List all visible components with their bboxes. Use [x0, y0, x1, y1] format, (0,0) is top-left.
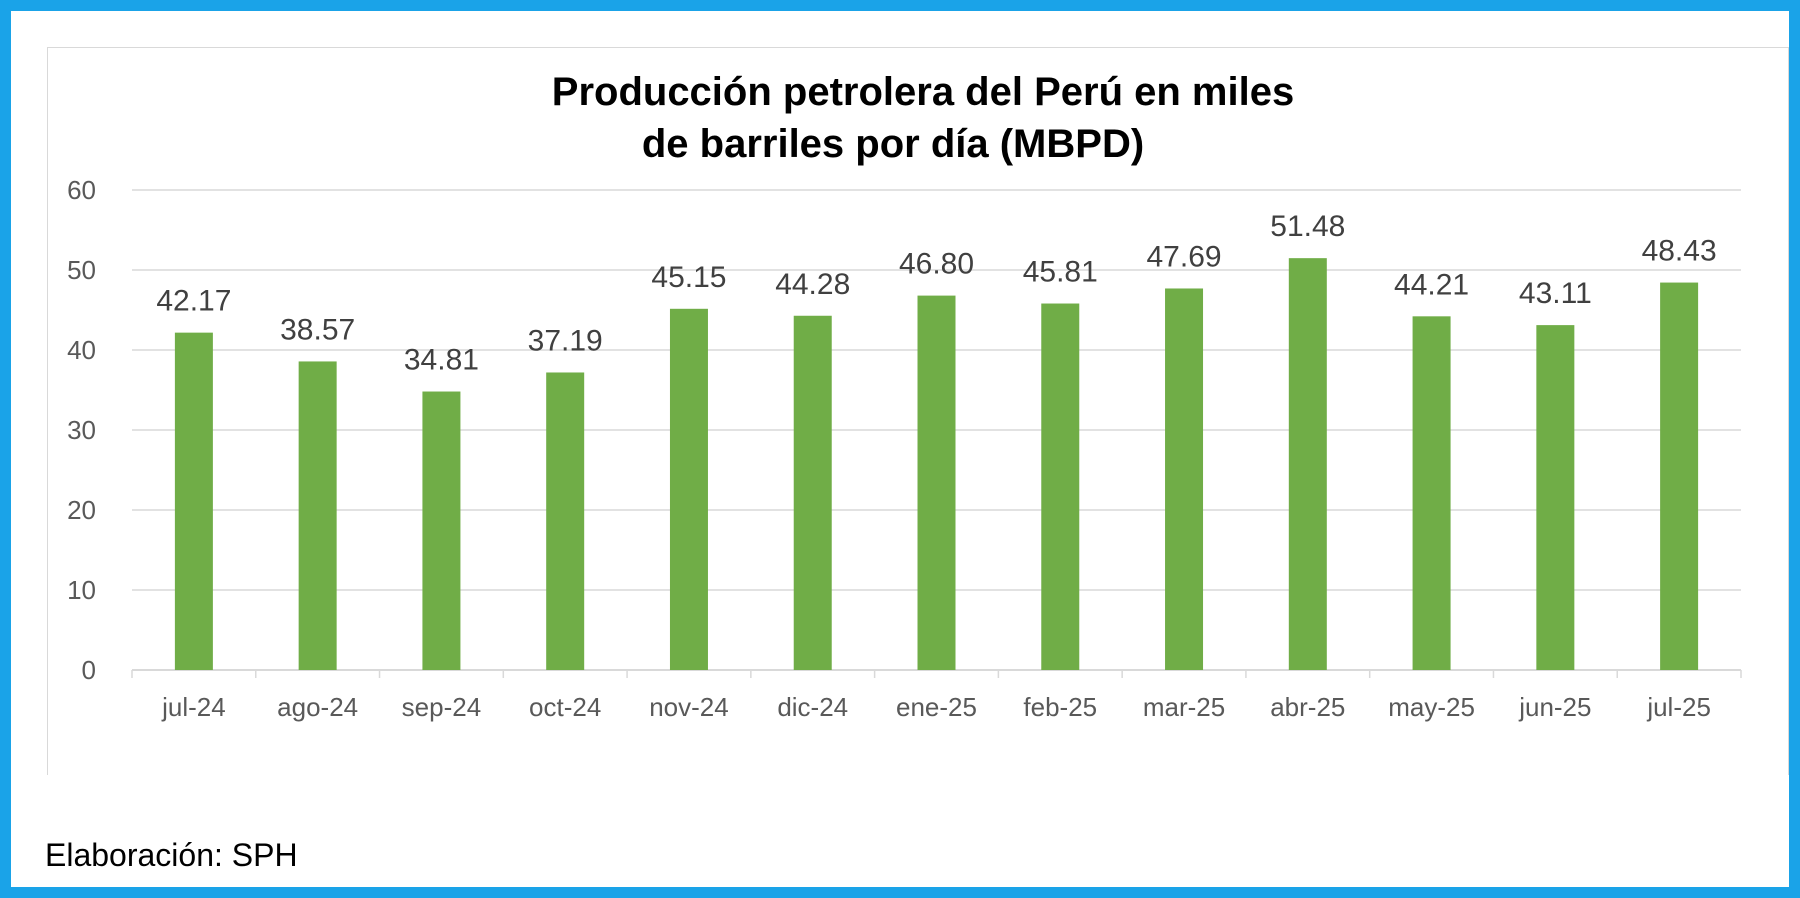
bar-mar-25 — [1165, 288, 1204, 670]
y-tick-label: 10 — [67, 575, 96, 605]
bars — [174, 258, 1699, 670]
bar-dic-24 — [793, 315, 832, 670]
x-tick-label: feb-25 — [1023, 692, 1097, 722]
data-label-sep-24: 34.81 — [404, 344, 479, 377]
data-label-mar-25: 47.69 — [1146, 240, 1221, 273]
y-tick-label: 20 — [67, 495, 96, 525]
data-label-ago-24: 38.57 — [280, 313, 355, 346]
x-tick-label: oct-24 — [529, 692, 601, 722]
bar-feb-25 — [1041, 303, 1080, 670]
chart-title-line-1: Producción petrolera del Perú en miles — [552, 70, 1294, 114]
x-tick-label: jul-24 — [161, 692, 226, 722]
data-label-may-25: 44.21 — [1394, 268, 1469, 301]
bar-jul-25 — [1660, 282, 1699, 670]
x-tick-label: abr-25 — [1270, 692, 1345, 722]
x-tick-label: dic-24 — [777, 692, 848, 722]
y-tick-label: 30 — [67, 415, 96, 445]
chart-area-border — [47, 47, 1789, 775]
x-tick-label: jul-25 — [1646, 692, 1711, 722]
data-label-jul-25: 48.43 — [1642, 235, 1717, 268]
bar-oct-24 — [546, 372, 585, 670]
x-tick-label: sep-24 — [402, 692, 482, 722]
y-tick-label: 0 — [82, 655, 96, 685]
y-tick-label: 40 — [67, 335, 96, 365]
bar-nov-24 — [669, 308, 708, 670]
x-tick-label: mar-25 — [1143, 692, 1225, 722]
bar-may-25 — [1412, 316, 1451, 670]
data-label-oct-24: 37.19 — [528, 324, 603, 357]
data-labels: 42.17 38.57 34.81 37.19 45.15 44.28 46.80 45.81… — [156, 210, 1716, 376]
bar-jun-25 — [1536, 325, 1575, 670]
x-tick-label: jun-25 — [1518, 692, 1591, 722]
data-label-dic-24: 44.28 — [775, 268, 850, 301]
x-tick-label: may-25 — [1388, 692, 1475, 722]
x-tick-label: ago-24 — [277, 692, 358, 722]
x-axis-tick-labels: jul-24 ago-24 sep-24 oct-24 nov-24 dic-24 ene-… — [161, 692, 1711, 722]
y-tick-label: 50 — [67, 255, 96, 285]
data-label-jun-25: 43.11 — [1519, 277, 1592, 310]
bar-ene-25 — [917, 295, 956, 670]
data-label-feb-25: 45.81 — [1023, 256, 1098, 289]
bar-ago-24 — [298, 361, 337, 670]
data-label-abr-25: 51.48 — [1270, 210, 1345, 243]
bar-abr-25 — [1288, 258, 1327, 670]
data-label-jul-24: 42.17 — [156, 285, 231, 318]
data-label-nov-24: 45.15 — [651, 261, 726, 294]
data-label-ene-25: 46.80 — [899, 248, 974, 281]
x-tick-label: ene-25 — [896, 692, 977, 722]
bar-chart: Producción petrolera del Perú en miles d… — [67, 70, 1742, 722]
bar-jul-24 — [174, 332, 213, 670]
bar-sep-24 — [422, 391, 461, 670]
y-tick-label: 60 — [67, 175, 96, 205]
chart-title-line-2: de barriles por día (MBPD) — [642, 122, 1144, 166]
source-credit: Elaboración: SPH — [45, 837, 298, 873]
x-tick-label: nov-24 — [649, 692, 729, 722]
y-axis-tick-labels: 0 10 20 30 40 50 60 — [67, 175, 96, 685]
